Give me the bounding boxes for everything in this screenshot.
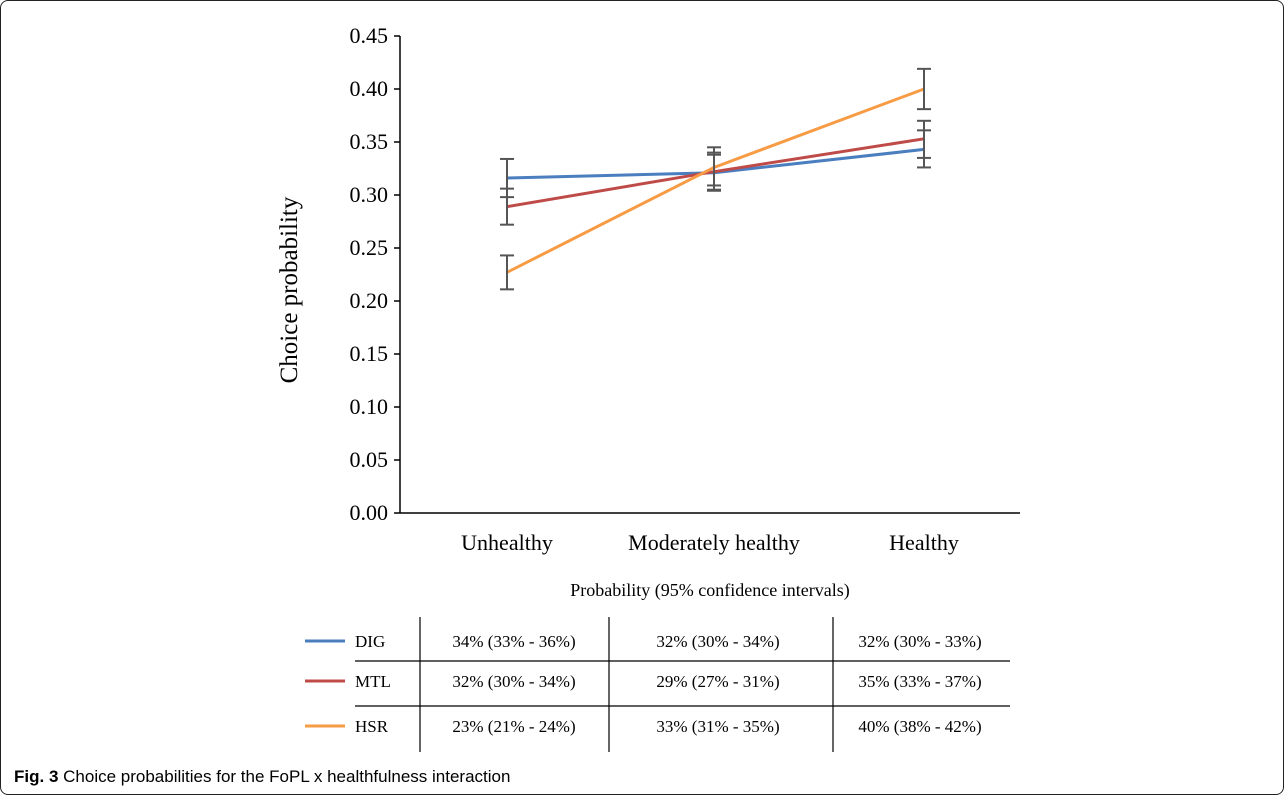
- x-category-label: Healthy: [889, 530, 959, 555]
- series-line-hsr: [506, 87, 925, 274]
- error-bar-hsr: [707, 146, 721, 187]
- probability-table: DIG 34% (33% - 36%) 32% (30% - 34%) 32% (30…: [305, 617, 1010, 752]
- table-cell: 32% (30% - 34%): [656, 632, 779, 651]
- x-axis: Unhealthy Moderately healthy Healthy: [400, 512, 1020, 555]
- x-category-label: Moderately healthy: [628, 530, 800, 555]
- y-axis-label: Choice probability: [276, 196, 303, 383]
- table-title: Probability (95% confidence intervals): [570, 580, 849, 601]
- y-tick-label: 0.05: [350, 447, 389, 472]
- legend-label: MTL: [355, 672, 391, 691]
- series-line-dig: [506, 147, 925, 180]
- table-cell: 33% (31% - 35%): [656, 717, 779, 736]
- table-cell: 32% (30% - 33%): [858, 632, 981, 651]
- y-tick-label: 0.45: [350, 23, 389, 48]
- error-bar-mtl: [500, 187, 514, 226]
- y-axis: 0.00 0.05 0.10 0.15 0.20 0.25 0.30 0.35 0.40 0.45: [350, 23, 401, 525]
- table-row: DIG 34% (33% - 36%) 32% (30% - 34%) 32% (30…: [305, 632, 982, 651]
- caption-text: Choice probabilities for the FoPL x heal…: [63, 767, 511, 786]
- y-tick-label: 0.10: [350, 394, 389, 419]
- figure-caption: Fig. 3 Choice probabilities for the FoPL…: [14, 767, 510, 787]
- y-tick-label: 0.40: [350, 76, 389, 101]
- table-cell: 35% (33% - 37%): [858, 672, 981, 691]
- series-line-mtl: [506, 137, 925, 209]
- table-cell: 32% (30% - 34%): [452, 672, 575, 691]
- y-tick-label: 0.20: [350, 288, 389, 313]
- error-bars: [500, 67, 931, 291]
- error-bar-hsr: [917, 67, 931, 111]
- table-cell: 34% (33% - 36%): [452, 632, 575, 651]
- table-cell: 40% (38% - 42%): [858, 717, 981, 736]
- x-category-label: Unhealthy: [461, 530, 553, 555]
- table-cell: 23% (21% - 24%): [452, 717, 575, 736]
- y-tick-label: 0.15: [350, 341, 389, 366]
- y-tick-label: 0.30: [350, 182, 389, 207]
- y-tick-label: 0.25: [350, 235, 389, 260]
- legend-label: DIG: [355, 632, 385, 651]
- y-tick-label: 0.35: [350, 129, 389, 154]
- error-bar-hsr: [500, 254, 514, 291]
- table-row: HSR 23% (21% - 24%) 33% (31% - 35%) 40% (38…: [305, 717, 982, 736]
- legend-label: HSR: [355, 717, 389, 736]
- series-lines: [506, 87, 925, 274]
- table-cell: 29% (27% - 31%): [656, 672, 779, 691]
- y-tick-label: 0.00: [350, 500, 389, 525]
- error-bar-mtl: [917, 119, 931, 159]
- figure-label: Fig. 3: [14, 767, 59, 786]
- table-row: MTL 32% (30% - 34%) 29% (27% - 31%) 35% (33…: [305, 672, 982, 691]
